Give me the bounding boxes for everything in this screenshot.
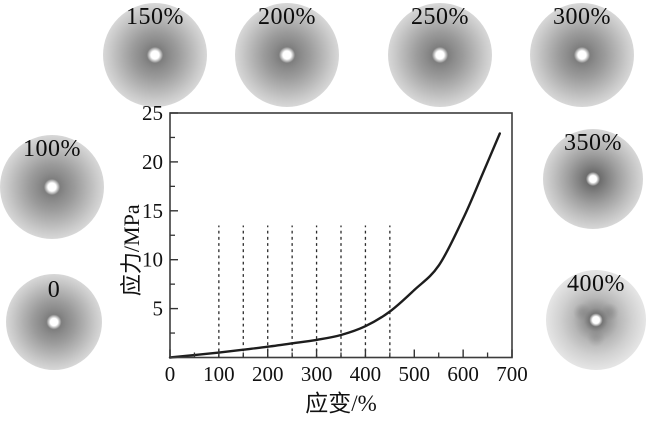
pattern-200: 200%: [235, 3, 339, 107]
diffraction-disc: [546, 270, 646, 370]
pattern-250: 250%: [388, 3, 492, 107]
x-tick-label: 400: [350, 362, 382, 386]
plot-frame: [169, 112, 513, 359]
y-axis-title: 应力/MPa: [119, 204, 144, 296]
diffraction-disc: [235, 3, 339, 107]
pattern-400: 400%: [546, 270, 646, 370]
y-tick-label: 15: [142, 199, 163, 223]
pattern-0: 0: [6, 274, 102, 370]
stress-strain-curve: [168, 132, 501, 359]
pattern-strain-label: 200%: [258, 4, 316, 30]
pattern-strain-label: 250%: [411, 4, 469, 30]
x-tick-label: 600: [447, 362, 479, 386]
diffraction-disc: [6, 274, 102, 370]
pattern-350: 350%: [543, 129, 643, 229]
x-tick-label: 200: [252, 362, 284, 386]
x-tick-label: 100: [203, 362, 235, 386]
x-tick-label: 500: [399, 362, 431, 386]
pattern-100: 100%: [0, 135, 104, 239]
pattern-300: 300%: [530, 3, 634, 107]
stress-strain-plot: 0 100 200 300 400 500 600 700 5 10 15 20 25 应变/% 应力/MP…: [119, 101, 528, 416]
y-tick-label: 20: [142, 150, 163, 174]
x-tick-label: 300: [301, 362, 333, 386]
pattern-150: 150%: [103, 3, 207, 107]
pattern-strain-label: 100%: [23, 136, 81, 162]
pattern-strain-label: 400%: [567, 271, 625, 297]
diffraction-disc: [543, 129, 643, 229]
x-tick-label: 700: [496, 362, 528, 386]
diffraction-disc: [388, 3, 492, 107]
pattern-strain-label: 300%: [553, 4, 611, 30]
y-tick-label: 10: [142, 248, 163, 272]
pattern-strain-label: 0: [47, 277, 61, 303]
pattern-strain-label: 150%: [126, 4, 184, 30]
stress-strain-chart: 0 100 200 300 400 500 600 700 5 10 15 20 25 应变/% 应力/MP…: [115, 98, 545, 422]
pattern-strain-label: 350%: [564, 130, 622, 156]
diffraction-disc: [103, 3, 207, 107]
x-tick-label: 0: [165, 362, 176, 386]
y-tick-label: 5: [153, 297, 164, 321]
diffraction-disc: [530, 3, 634, 107]
y-tick-label: 25: [142, 101, 163, 125]
x-axis-title: 应变/%: [305, 391, 377, 416]
diffraction-disc: [0, 135, 104, 239]
